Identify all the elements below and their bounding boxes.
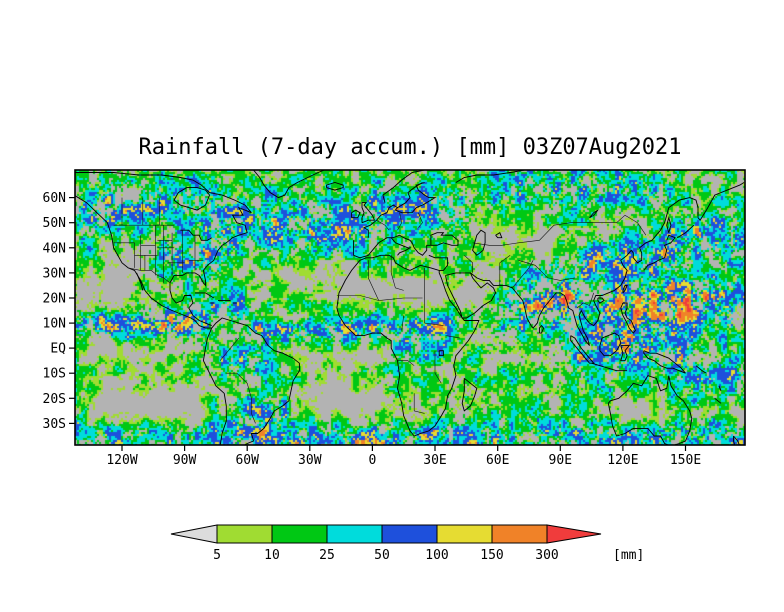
colorbar-label: 10 bbox=[264, 548, 280, 563]
colorbar-label: 100 bbox=[425, 548, 448, 563]
lat-tick-label: 50N bbox=[43, 216, 66, 231]
colorbar-label: 50 bbox=[374, 548, 390, 563]
colorbar-segment bbox=[436, 524, 493, 544]
lat-tick-label: 40N bbox=[43, 241, 66, 256]
colorbar-segment bbox=[381, 524, 438, 544]
coastlines bbox=[75, 170, 745, 445]
lon-tick-label: 120W bbox=[106, 453, 137, 468]
lon-tick-label: 120E bbox=[607, 453, 638, 468]
colorbar-over-arrow bbox=[546, 524, 602, 544]
colorbar-label: 25 bbox=[319, 548, 335, 563]
lon-tick-label: 90E bbox=[549, 453, 572, 468]
lat-tick-label: 60N bbox=[43, 191, 66, 206]
lat-tick-label: 10N bbox=[43, 317, 66, 332]
lat-tick-label: 20N bbox=[43, 292, 66, 307]
map-frame bbox=[74, 169, 746, 446]
colorbar-segment bbox=[216, 524, 273, 544]
colorbar-segment bbox=[326, 524, 383, 544]
lon-tick-label: 30W bbox=[298, 453, 322, 468]
lon-tick-label: 90W bbox=[173, 453, 197, 468]
lat-tick-label: 30N bbox=[43, 266, 66, 281]
lon-ticks: 120W 90W 60W 30W 0 30E 60E 90E 120E 150E bbox=[106, 445, 701, 468]
lon-tick-label: 60E bbox=[486, 453, 509, 468]
colorbar: 5 10 25 50 100 150 300 [mm] bbox=[170, 524, 644, 563]
lat-tick-label: 20S bbox=[43, 392, 66, 407]
colorbar-label: 5 bbox=[213, 548, 221, 563]
colorbar-label: 300 bbox=[535, 548, 558, 563]
colorbar-unit-label: [mm] bbox=[613, 548, 644, 563]
colorbar-segment bbox=[491, 524, 548, 544]
lat-tick-label: 30S bbox=[43, 417, 66, 432]
colorbar-label: 150 bbox=[480, 548, 503, 563]
colorbar-under-arrow bbox=[170, 524, 218, 544]
lon-tick-label: 150E bbox=[670, 453, 701, 468]
rainfall-field-canvas bbox=[75, 170, 745, 445]
chart-title: Rainfall (7-day accum.) [mm] 03Z07Aug202… bbox=[138, 135, 682, 160]
lat-tick-label: 10S bbox=[43, 367, 66, 382]
country-borders bbox=[113, 197, 647, 424]
lon-tick-label: 0 bbox=[368, 453, 376, 468]
lat-ticks: 60N 50N 40N 30N 20N 10N EQ 10S 20S 30S bbox=[43, 191, 75, 432]
lon-tick-label: 60W bbox=[235, 453, 259, 468]
colorbar-segment bbox=[271, 524, 328, 544]
lat-tick-label: EQ bbox=[50, 342, 66, 357]
lon-tick-label: 30E bbox=[423, 453, 446, 468]
